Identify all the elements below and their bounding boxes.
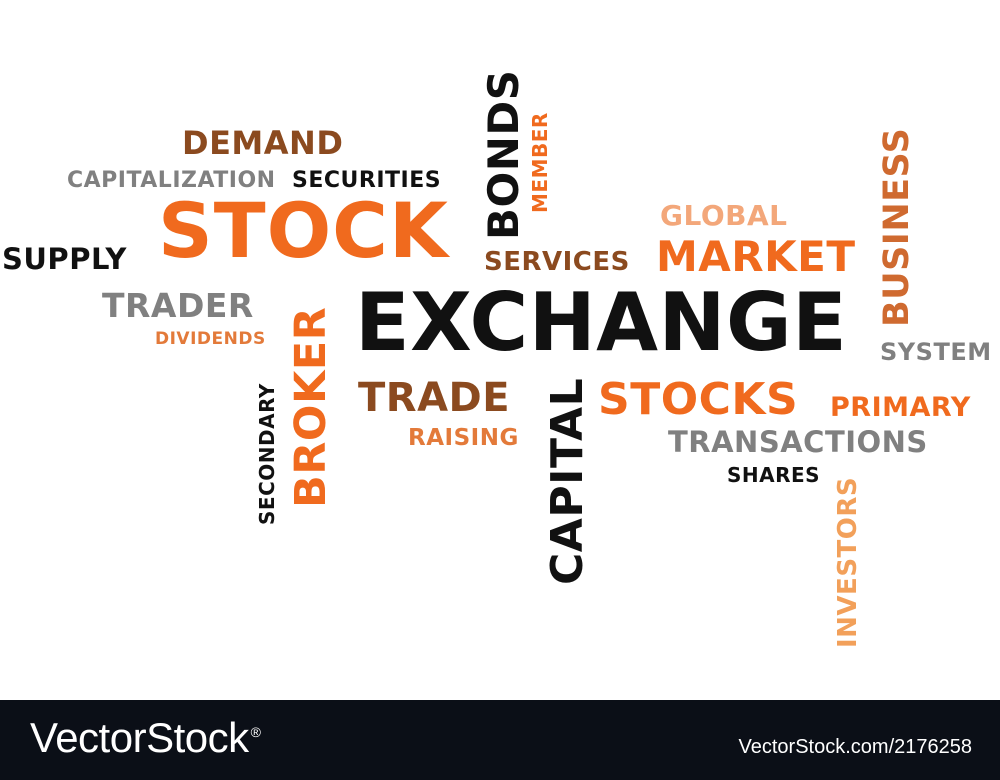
word-secondary: SECONDARY (255, 383, 279, 525)
registered-mark: ® (250, 724, 261, 740)
word-bonds: BONDS (479, 69, 528, 240)
word-cloud: DEMAND CAPITALIZATION SECURITIES STOCK S… (2, 69, 992, 648)
brand-name: VectorStock (30, 714, 249, 761)
watermark-bar: VectorStock ® VectorStock.com/2176258 (0, 700, 1000, 780)
word-shares: SHARES (727, 463, 821, 487)
word-primary: PRIMARY (830, 392, 971, 423)
word-dividends: DIVIDENDS (155, 329, 266, 349)
word-raising: RAISING (408, 425, 519, 451)
word-capital: CAPITAL (542, 377, 593, 585)
word-securities: SECURITIES (292, 168, 442, 193)
word-demand: DEMAND (182, 124, 344, 162)
word-system: SYSTEM (880, 338, 992, 366)
word-exchange: EXCHANGE (355, 276, 848, 369)
word-member: MEMBER (528, 112, 552, 213)
word-stocks: STOCKS (598, 374, 799, 425)
word-supply: SUPPLY (2, 242, 127, 276)
word-capitalization: CAPITALIZATION (67, 168, 276, 193)
word-business: BUSINESS (877, 127, 917, 327)
vectorstock-logo: VectorStock ® (30, 714, 261, 762)
word-broker: BROKER (286, 306, 336, 508)
word-market: MARKET (656, 232, 856, 281)
word-global: GLOBAL (660, 199, 788, 232)
word-investors: INVESTORS (833, 476, 863, 648)
word-services: SERVICES (484, 247, 630, 277)
word-trader: TRADER (102, 286, 254, 325)
word-transactions: TRANSACTIONS (668, 425, 928, 459)
word-trade: TRADE (358, 375, 511, 421)
image-reference: VectorStock.com/2176258 (738, 736, 972, 758)
word-stock: STOCK (158, 186, 449, 275)
